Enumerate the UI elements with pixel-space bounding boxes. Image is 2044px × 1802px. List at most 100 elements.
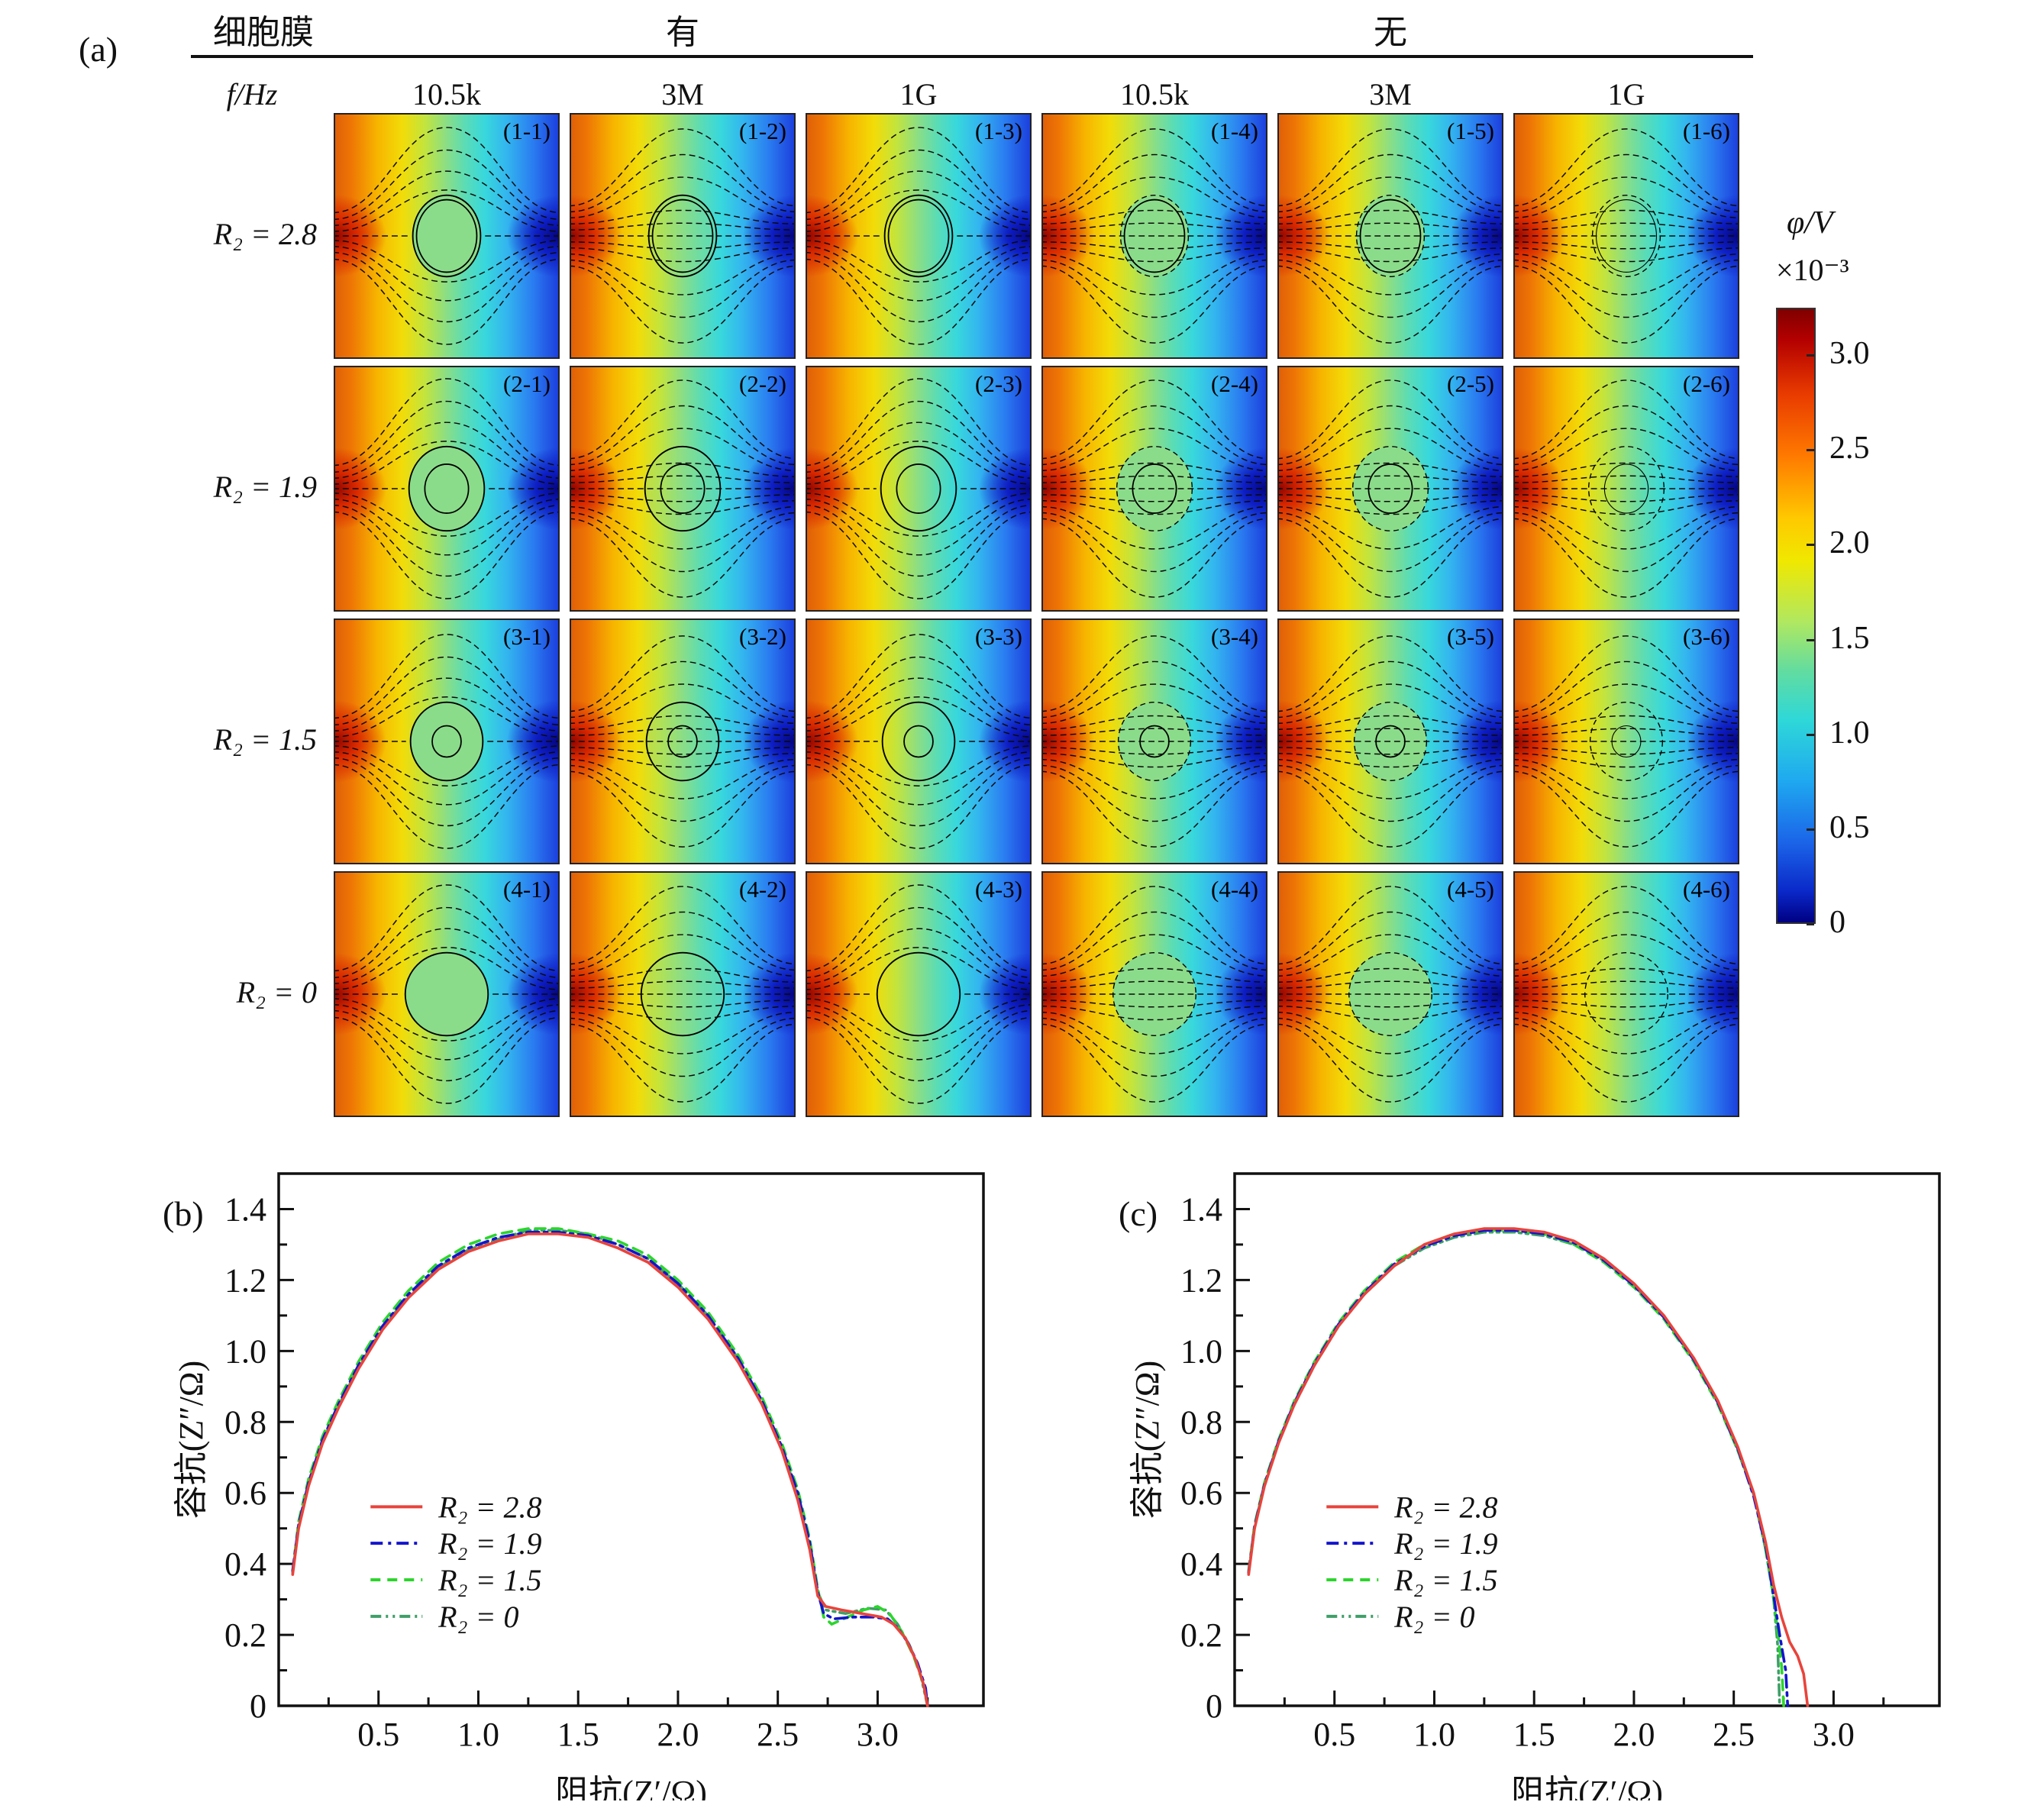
field-streamline bbox=[807, 677, 1030, 731]
field-panel-label: (1-2) bbox=[739, 118, 786, 144]
field-streamline bbox=[571, 379, 794, 460]
field-streamline bbox=[1515, 153, 1738, 212]
series-curve bbox=[291, 1230, 929, 1707]
series-curve bbox=[291, 1229, 929, 1707]
field-streamline bbox=[1279, 494, 1502, 502]
field-panel: (1-1) bbox=[334, 113, 560, 359]
field-panel-label: (2-1) bbox=[503, 370, 551, 397]
y-axis-tick-label: 0.6 bbox=[224, 1474, 266, 1512]
field-streamline bbox=[571, 500, 794, 515]
field-streamline bbox=[1515, 462, 1738, 477]
field-streamline bbox=[807, 149, 1030, 220]
colorbar-title: φ/V bbox=[1787, 205, 1833, 241]
field-streamline bbox=[1515, 635, 1738, 712]
colorbar-tick-mark bbox=[1807, 923, 1814, 925]
field-panel: (2-6) bbox=[1513, 366, 1739, 612]
field-streamline bbox=[1279, 209, 1502, 224]
y-axis-tick-label: 1.0 bbox=[1180, 1332, 1222, 1370]
frequency-column-header: 3M bbox=[1369, 77, 1412, 111]
field-streamline bbox=[1043, 728, 1266, 736]
cell-nucleus-outline bbox=[651, 199, 714, 273]
field-panel: (3-1) bbox=[334, 618, 560, 864]
field-streamline bbox=[1279, 518, 1502, 598]
cell-membrane-outline bbox=[1117, 702, 1192, 781]
colorbar-tick-label: 1.5 bbox=[1829, 620, 1870, 656]
field-streamline bbox=[1515, 728, 1738, 736]
field-streamline bbox=[1043, 715, 1266, 730]
header-rule bbox=[191, 55, 1753, 58]
colorbar-multiplier: ×10⁻³ bbox=[1776, 253, 1849, 287]
legend-entry-label: R₂ = 2.8 bbox=[438, 1490, 541, 1524]
field-streamline bbox=[335, 928, 558, 984]
field-streamline bbox=[1515, 753, 1738, 768]
legend-entry-label: R₂ = 1.9 bbox=[438, 1526, 541, 1561]
x-axis-tick-label: 2.0 bbox=[657, 1716, 699, 1753]
field-streamline bbox=[571, 980, 794, 989]
field-streamline bbox=[807, 656, 1030, 725]
field-panel: (1-4) bbox=[1041, 113, 1267, 359]
field-streamline bbox=[1043, 494, 1266, 502]
field-streamline bbox=[1279, 379, 1502, 460]
header-with-label: 有 bbox=[666, 14, 699, 51]
chart-c-impedance-without-membrane: 0.5 1.0 1.5 2.0 2.5 3.0 0 0.2 0.4 0.6 0.8 1.0 1.2 1.4… bbox=[1119, 1172, 1941, 1800]
plot-frame bbox=[1233, 1172, 1941, 1707]
field-streamline bbox=[807, 240, 1030, 283]
cell-nucleus-outline bbox=[1368, 463, 1413, 514]
field-panel-label: (1-4) bbox=[1211, 118, 1258, 144]
field-streamline bbox=[1043, 128, 1266, 207]
field-streamline bbox=[807, 751, 1030, 806]
field-streamline bbox=[1515, 494, 1738, 502]
field-streamline bbox=[1515, 934, 1738, 977]
field-panel-plot bbox=[1043, 379, 1266, 598]
field-streamline bbox=[571, 209, 794, 224]
cell-membrane-outline bbox=[1355, 195, 1426, 277]
legend-entry-label: R₂ = 0 bbox=[438, 1600, 518, 1634]
field-streamline bbox=[335, 634, 558, 719]
field-streamline bbox=[807, 884, 1030, 971]
field-streamline bbox=[1515, 500, 1738, 515]
field-streamline bbox=[1515, 715, 1738, 730]
field-streamline bbox=[807, 499, 1030, 556]
field-streamline bbox=[1043, 153, 1266, 212]
y-axis-tick-label: 0.4 bbox=[1180, 1545, 1222, 1583]
frequency-column-header: 1G bbox=[899, 77, 938, 111]
field-streamline bbox=[1043, 765, 1266, 822]
field-streamline bbox=[1515, 886, 1738, 965]
field-streamline bbox=[571, 1023, 794, 1103]
field-streamline bbox=[571, 715, 794, 730]
field-streamline bbox=[1043, 247, 1266, 263]
field-streamline bbox=[1043, 770, 1266, 848]
cell-nucleus-outline bbox=[415, 199, 478, 273]
cell-nucleus-outline bbox=[1603, 463, 1649, 514]
x-axis-tick-label: 1.0 bbox=[1413, 1716, 1455, 1753]
field-streamline bbox=[1279, 1018, 1502, 1077]
field-streamline bbox=[1279, 475, 1502, 483]
field-streamline bbox=[1515, 765, 1738, 822]
cell-nucleus-outline bbox=[1132, 463, 1177, 514]
field-streamline bbox=[1279, 999, 1502, 1008]
field-streamline bbox=[571, 660, 794, 718]
field-streamline bbox=[335, 252, 558, 323]
field-streamline bbox=[1279, 462, 1502, 477]
field-panel: (1-5) bbox=[1277, 113, 1503, 359]
cell-membrane-outline bbox=[883, 194, 954, 278]
cell-membrane-outline bbox=[1119, 195, 1190, 277]
y-axis-tick-label: 0.8 bbox=[1180, 1403, 1222, 1441]
field-streamline bbox=[1279, 428, 1502, 471]
field-streamline bbox=[571, 176, 794, 218]
field-streamline bbox=[571, 747, 794, 755]
cell-nucleus-outline bbox=[1123, 199, 1186, 273]
field-streamline bbox=[1279, 512, 1502, 573]
x-axis-tick-label: 2.5 bbox=[757, 1716, 799, 1753]
field-streamline bbox=[1279, 980, 1502, 989]
cell-membrane-outline bbox=[647, 194, 718, 278]
field-streamline bbox=[1515, 405, 1738, 465]
cell-nucleus-outline bbox=[424, 463, 470, 514]
field-streamline bbox=[1043, 241, 1266, 250]
colorbar-tick-mark bbox=[1807, 354, 1814, 357]
x-axis-tick-label: 1.5 bbox=[557, 1716, 599, 1753]
field-panel-label: (3-4) bbox=[1211, 623, 1258, 650]
field-streamline bbox=[1515, 512, 1738, 573]
field-streamline bbox=[1515, 759, 1738, 799]
